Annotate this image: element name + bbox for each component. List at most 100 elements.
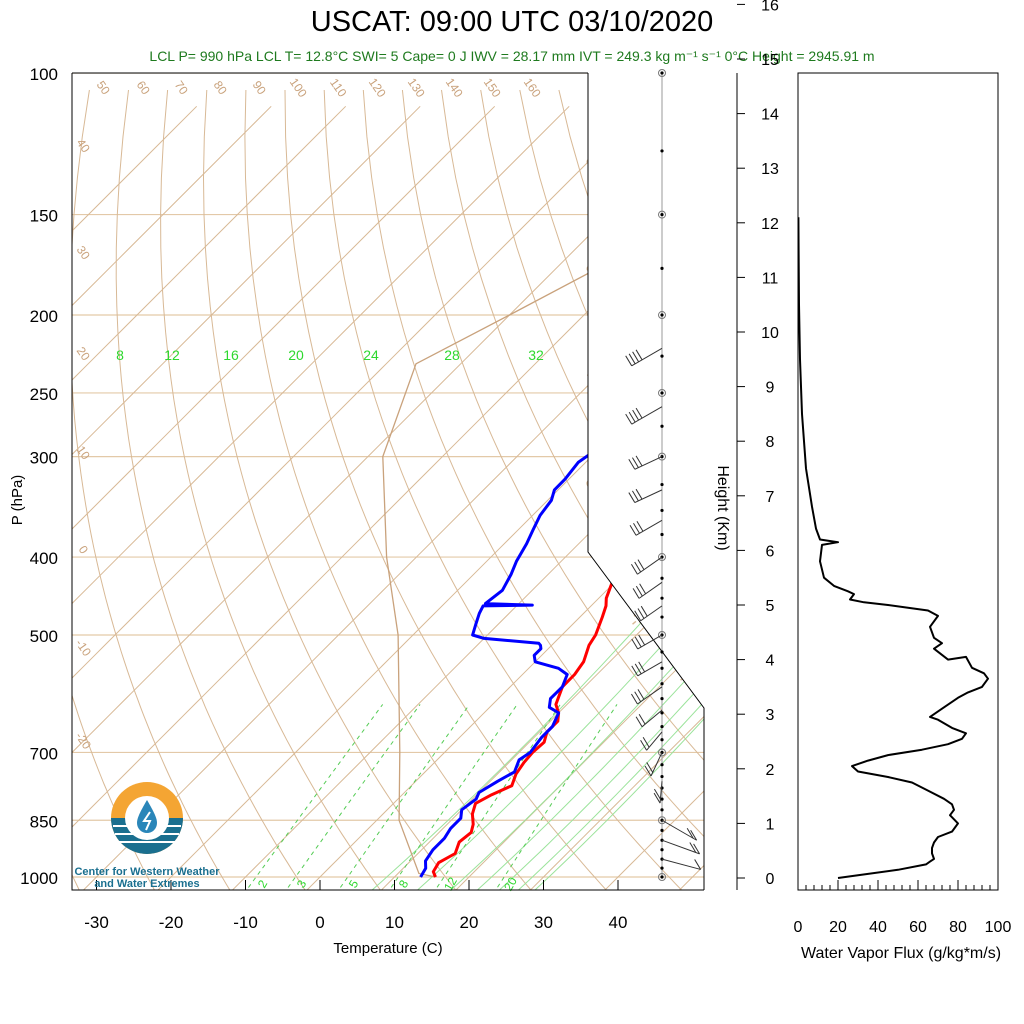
dry-adiabat-label: 110 <box>327 76 350 100</box>
mixing-ratio-line <box>246 704 384 890</box>
logo-caption: Center for Western Weather and Water Ext… <box>62 866 232 890</box>
moist-adiabat-line <box>450 631 704 890</box>
wind-barb-feather <box>640 740 648 751</box>
wind-barb-feather <box>625 355 633 367</box>
dry-adiabat-line <box>480 89 704 606</box>
isotherm-line <box>455 641 704 890</box>
calm-marker <box>658 388 666 397</box>
temperature-tick-label: -10 <box>233 913 258 932</box>
flux-tick-label: 0 <box>794 919 803 936</box>
wind-barb-feather <box>631 638 639 650</box>
dry-adiabat-label: 70 <box>172 78 191 97</box>
mixing-ratio-line <box>338 704 470 890</box>
temperature-tick-label: 40 <box>609 913 628 932</box>
height-tick-label: 14 <box>761 107 779 124</box>
skewt-right-edge <box>587 73 705 890</box>
moist-adiabat-line <box>534 718 704 890</box>
wind-barb-feather <box>634 663 642 675</box>
wind-barb-feather <box>637 559 645 570</box>
wind-barb-feather <box>638 661 646 673</box>
calm-marker <box>658 873 666 881</box>
wind-barb-feather <box>642 736 650 748</box>
barb-point <box>660 875 664 879</box>
isotherm-line <box>72 105 570 605</box>
wind-barb <box>661 819 697 841</box>
barb-point <box>660 266 664 271</box>
wind-barb-feather <box>625 413 633 425</box>
flux-tick-label: 20 <box>829 919 847 936</box>
wind-barb-feather <box>693 843 701 855</box>
wind-barb <box>650 752 663 777</box>
flux-tick-label: 100 <box>985 919 1012 936</box>
isotherm-line <box>72 105 645 679</box>
moist-adiabat-line <box>476 659 704 890</box>
height-tick-label: 4 <box>766 653 775 670</box>
water-vapor-flux-profile <box>798 217 989 879</box>
barb-point <box>660 615 664 619</box>
barb-point <box>660 828 664 832</box>
wind-barb-feather <box>686 827 694 839</box>
temperature-tick-label: 10 <box>385 913 404 932</box>
isotherm-line <box>380 566 704 890</box>
theta-label: 20 <box>74 344 93 363</box>
wind-barb-feather <box>635 407 643 419</box>
wind-barb-feather <box>694 859 702 870</box>
wind-barb-feather <box>632 490 639 502</box>
wind-barb-feather <box>638 634 646 646</box>
pressure-tick-label: 100 <box>30 65 58 84</box>
flux-tick-label: 80 <box>949 919 967 936</box>
theta-label: 0 <box>76 543 91 557</box>
moist-adiabat-line <box>498 681 704 890</box>
dry-adiabat-line <box>244 89 532 890</box>
mixing-ratio-line <box>495 704 618 890</box>
isotherm-line <box>72 105 496 530</box>
wind-barb-feather <box>629 525 637 536</box>
calm-marker <box>658 553 666 562</box>
wind-barb-feather <box>632 588 640 599</box>
mixing-ratio-label: 2 <box>255 877 271 890</box>
isotherm-line <box>604 790 704 890</box>
dry-adiabat-label: 130 <box>405 75 428 100</box>
wind-barb-feather <box>653 792 661 804</box>
calm-marker <box>658 816 666 825</box>
temperature-profile <box>431 377 704 878</box>
calm-marker <box>658 630 666 639</box>
isotherm-line <box>157 343 704 890</box>
flux-tick-label: 40 <box>869 919 887 936</box>
isotherm-line <box>72 194 704 828</box>
wind-barb-feather <box>632 409 640 421</box>
barb-point <box>660 313 664 317</box>
height-tick-label: 7 <box>766 489 775 506</box>
mixing-ratio-label: 5 <box>346 877 362 890</box>
calm-marker <box>658 748 666 757</box>
dry-adiabat-line <box>755 90 1024 894</box>
barb-point <box>660 808 664 812</box>
temperature-tick-label: 20 <box>460 913 479 932</box>
height-axis-label: Height (Km) <box>714 465 731 550</box>
dry-adiabat-line <box>401 89 704 762</box>
flux-tick-label: 60 <box>909 919 927 936</box>
wind-barb-feather <box>636 521 644 532</box>
dry-adiabat-line <box>160 89 381 890</box>
barb-point <box>660 354 664 358</box>
wind-barb <box>637 556 663 575</box>
theta-label: 30 <box>74 243 93 262</box>
wind-barb-feather <box>628 492 636 503</box>
wind-barb-feather <box>639 583 647 595</box>
dry-adiabat-line <box>362 89 704 838</box>
barb-point <box>660 866 664 870</box>
dry-adiabat-label: 160 <box>521 75 544 100</box>
mixing-ratio-label: 20 <box>288 347 304 363</box>
flux-axis-label: Water Vapor Flux (g/kg*m/s) <box>801 945 1001 962</box>
wind-barb <box>634 456 663 470</box>
height-tick-label: 12 <box>761 216 779 233</box>
isotherm-line <box>306 492 704 890</box>
isotherm-line <box>529 715 704 890</box>
dry-adiabat-line <box>833 90 1024 894</box>
theta-label: 40 <box>74 136 93 155</box>
height-tick-label: 6 <box>766 543 775 560</box>
pressure-tick-label: 200 <box>30 307 58 326</box>
wind-barb-feather <box>628 411 636 423</box>
pressure-tick-label: 250 <box>30 385 58 404</box>
wind-barb <box>638 581 663 599</box>
